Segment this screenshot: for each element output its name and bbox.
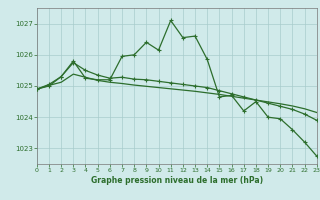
X-axis label: Graphe pression niveau de la mer (hPa): Graphe pression niveau de la mer (hPa) [91,176,263,185]
